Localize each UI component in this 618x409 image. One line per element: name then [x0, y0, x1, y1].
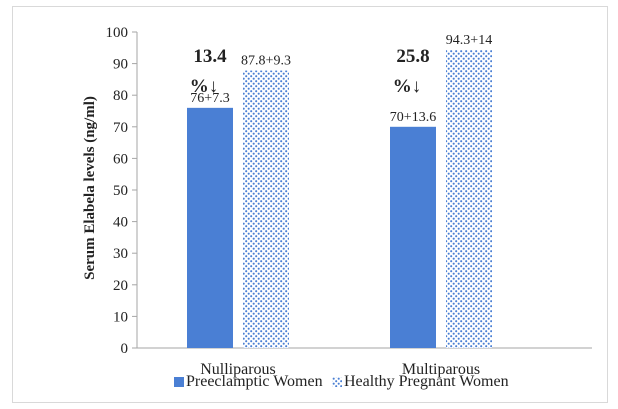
percent-change-arrow: %↓ — [190, 76, 219, 97]
bars — [187, 50, 492, 349]
y-axis: 0 10 20 30 40 50 60 70 80 90 100 — [106, 25, 592, 357]
x-category-label: Multiparous — [402, 361, 480, 378]
percent-change-value: 25.8 — [396, 46, 429, 67]
y-tick-label: 80 — [113, 88, 128, 104]
y-tick-label: 20 — [113, 278, 128, 294]
legend-swatch — [174, 377, 184, 387]
y-tick-label: 0 — [121, 341, 129, 357]
y-tick-label: 30 — [113, 246, 128, 262]
y-tick-label: 40 — [113, 215, 128, 231]
bar-data-label: 87.8+9.3 — [241, 54, 291, 69]
y-tick-label: 70 — [113, 120, 128, 136]
percent-change-arrow: %↓ — [393, 76, 422, 97]
legend: Preeclamptic Women Healthy Pregnant Women — [174, 373, 509, 390]
bar — [187, 107, 233, 348]
data-labels: 76+7.3 87.8+9.3 Nulliparous 70+13.6 94.3+14 M… — [190, 33, 492, 378]
chart-frame — [12, 6, 608, 403]
legend-label: Preeclamptic Women — [186, 373, 323, 390]
y-axis-title: Serum Elabela levels (ng/ml) — [82, 96, 98, 280]
bar — [243, 70, 289, 348]
x-category-label: Nulliparous — [200, 361, 276, 378]
bar — [446, 50, 492, 349]
y-tick-label: 60 — [113, 151, 128, 167]
bar-data-label: 70+13.6 — [390, 110, 436, 125]
y-tick-label: 10 — [113, 309, 128, 325]
y-tick-label: 90 — [113, 57, 128, 73]
y-tick-label: 100 — [106, 25, 129, 41]
legend-label: Healthy Pregnant Women — [344, 373, 509, 390]
bar-data-label: 94.3+14 — [446, 33, 492, 48]
y-tick-label: 50 — [113, 183, 128, 199]
percent-change-value: 13.4 — [193, 46, 227, 67]
bar — [390, 126, 436, 348]
legend-swatch — [332, 377, 342, 387]
bar-data-label: 76+7.3 — [190, 91, 229, 106]
